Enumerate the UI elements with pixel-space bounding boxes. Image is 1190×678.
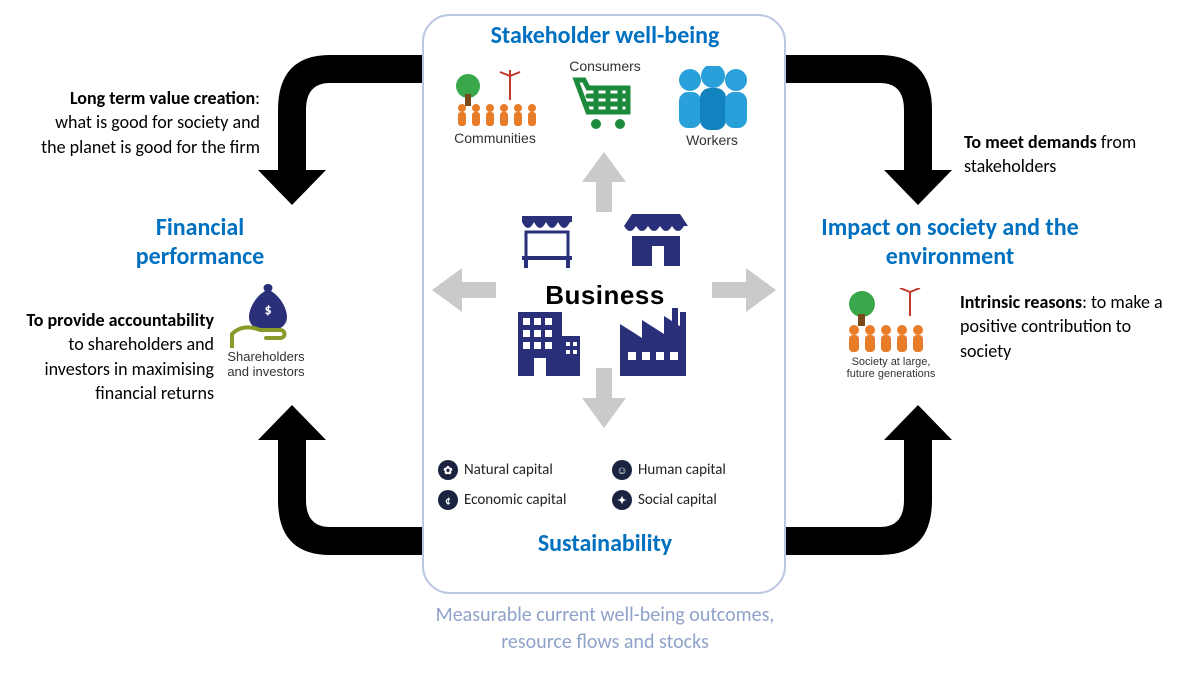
heading-left: Financial performance	[100, 214, 300, 272]
left-accountability-text: To provide accountability to shareholder…	[24, 308, 214, 405]
heading-top: Stakeholder well-being	[430, 22, 780, 51]
workers-icon	[670, 66, 756, 130]
capital-label: Human capital	[638, 461, 726, 479]
leaf-icon: ✿	[438, 460, 458, 480]
right-intrinsic-text: Intrinsic reasons: to make a positive co…	[960, 290, 1180, 363]
text-bold: To meet demands	[964, 131, 1097, 153]
capitals-grid: ✿ Natural capital ☺ Human capital ¢ Econ…	[438, 460, 772, 510]
business-label: Business	[540, 280, 670, 311]
consumers-label: Consumers	[560, 58, 650, 74]
footer-line1: Measurable current well-being outcomes,	[436, 603, 775, 627]
society-label-line2: future generations	[847, 368, 936, 380]
capital-economic: ¢ Economic capital	[438, 490, 598, 510]
consumers-cart-icon	[572, 76, 634, 130]
money-bag-hand-icon: $	[226, 278, 304, 350]
workers-label: Workers	[672, 132, 752, 148]
footer-caption: Measurable current well-being outcomes, …	[300, 602, 910, 656]
capital-human: ☺ Human capital	[612, 460, 772, 480]
capital-label: Economic capital	[464, 491, 566, 509]
right-demands-text: To meet demands from stakeholders	[964, 130, 1174, 179]
coin-icon: ¢	[438, 490, 458, 510]
head-icon: ☺	[612, 460, 632, 480]
text-bold: Intrinsic reasons	[960, 291, 1082, 313]
svg-text:$: $	[264, 301, 271, 318]
heading-bottom: Sustainability	[430, 530, 780, 559]
communities-icon	[450, 70, 540, 128]
left-long-term-text: Long term value creation: what is good f…	[30, 86, 260, 159]
text-bold: To provide accountability	[26, 309, 214, 331]
society-label: Society at large, future generations	[836, 356, 946, 380]
heading-right: Impact on society and the environment	[800, 214, 1100, 272]
communities-label: Communities	[450, 130, 540, 146]
shareholders-label: Shareholders and investors	[216, 350, 316, 380]
capital-natural: ✿ Natural capital	[438, 460, 598, 480]
capital-label: Natural capital	[464, 461, 553, 479]
capital-social: ✦ Social capital	[612, 490, 772, 510]
hands-icon: ✦	[612, 490, 632, 510]
text-bold: Long term value creation	[70, 87, 255, 109]
society-icon	[842, 288, 938, 354]
text-rest: to shareholders and investors in maximis…	[45, 333, 215, 404]
society-label-line1: Society at large,	[852, 356, 931, 368]
footer-line2: resource flows and stocks	[501, 630, 709, 654]
capital-label: Social capital	[638, 491, 717, 509]
